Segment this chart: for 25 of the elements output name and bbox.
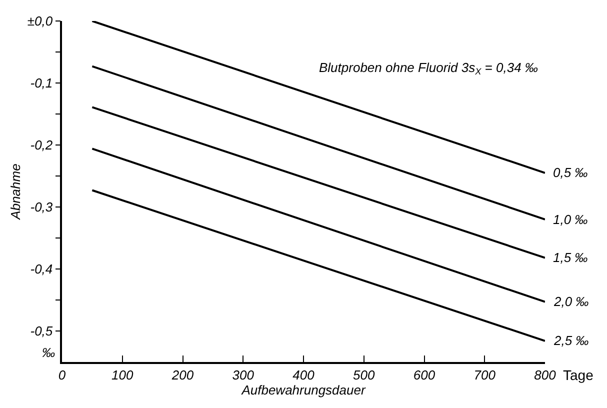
x-tick-label: 100 [112, 367, 134, 382]
y-tick-label: -0,1 [30, 76, 53, 91]
x-axis-title: Aufbewahrungsdauer [240, 382, 366, 398]
x-tick-label: 0 [58, 367, 66, 382]
y-tick-label: -0,2 [30, 138, 54, 153]
x-tick-label: 500 [353, 367, 376, 382]
x-tick-label: 600 [413, 367, 436, 382]
text: Tage [563, 367, 594, 383]
x-tick-label: 300 [232, 367, 255, 382]
y-axis-title: Abnahme [8, 164, 23, 220]
y-tick-label: -0,4 [30, 262, 53, 277]
y-tick-label: ±0,0 [27, 14, 54, 29]
x-tick-label: 200 [170, 367, 194, 382]
series-label: 0,5 ‰ [553, 165, 588, 180]
y-tick-label: -0,5 [30, 324, 54, 339]
x-tick-label: 400 [292, 367, 316, 382]
x-tick-label: 700 [474, 367, 496, 382]
x-tick-label: 800 [534, 367, 557, 382]
series-label: 1,5 ‰ [553, 250, 588, 265]
text: ‰ [42, 345, 55, 360]
series-label: 2,0 ‰ [553, 294, 589, 309]
series-label: 1,0 ‰ [553, 212, 588, 227]
annotation: Blutproben ohne Fluorid 3s$_{X}$ = 0,34 ‰ [319, 60, 538, 77]
series-label: 2,5 ‰ [553, 333, 589, 348]
y-tick-label: -0,3 [30, 200, 54, 215]
